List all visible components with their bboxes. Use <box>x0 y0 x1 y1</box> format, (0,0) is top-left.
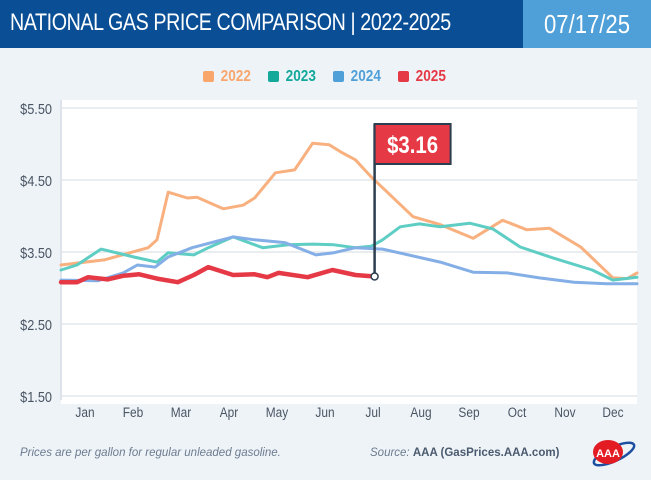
y-tick-label: $2.50 <box>20 316 52 333</box>
x-tick-label: Aug <box>410 404 431 420</box>
x-tick-label: Sep <box>458 404 479 420</box>
y-tick-label: $4.50 <box>20 172 52 189</box>
y-tick-label: $1.50 <box>20 388 52 405</box>
date-badge: 07/17/25 <box>523 0 651 48</box>
series-line-2025 <box>58 264 377 285</box>
legend-item-2024: 2024 <box>332 68 384 86</box>
legend-swatch <box>332 71 344 82</box>
date-text: 07/17/25 <box>543 9 631 39</box>
x-tick-label: Jan <box>75 404 94 420</box>
annotation-flag <box>373 123 452 165</box>
annotation-label: $3.16 <box>387 131 438 158</box>
source-label: Source: <box>370 447 410 459</box>
annotation-point <box>370 272 379 281</box>
x-tick-label: May <box>266 404 289 420</box>
x-tick-label: Jun <box>315 404 334 420</box>
legend-item-2023: 2023 <box>267 68 319 86</box>
legend-label: 2022 <box>220 68 251 85</box>
x-tick-label: Apr <box>220 404 239 420</box>
x-tick-label: Mar <box>171 404 192 420</box>
legend-item-2022: 2022 <box>202 68 254 86</box>
y-tick-label: $3.50 <box>20 244 52 261</box>
source-line: Source: AAA (GasPrices.AAA.com) <box>370 447 559 459</box>
legend: 2022 2023 2024 2025 <box>0 68 651 86</box>
legend-swatch <box>397 71 409 82</box>
legend-item-2025: 2025 <box>397 68 449 86</box>
x-tick-label: Jul <box>365 404 380 420</box>
title-years: 2022-2025 <box>360 9 451 36</box>
series-line-2022 <box>59 141 639 281</box>
series-line-2023 <box>59 221 639 282</box>
legend-label: 2025 <box>415 68 446 85</box>
source-text: AAA (GasPrices.AAA.com) <box>412 447 560 459</box>
legend-label: 2024 <box>350 68 381 85</box>
x-tick-label: Dec <box>602 404 624 420</box>
legend-label: 2023 <box>285 68 316 85</box>
title-separator: | <box>350 9 356 36</box>
y-tick-label: $5.50 <box>20 100 52 117</box>
chart-title: NATIONAL GAS PRICE COMPARISON | 2022-202… <box>10 9 451 37</box>
footnote: Prices are per gallon for regular unlead… <box>20 447 281 459</box>
x-tick-label: Nov <box>554 404 576 420</box>
header-bar: NATIONAL GAS PRICE COMPARISON | 2022-202… <box>0 0 523 48</box>
x-tick-label: Feb <box>123 404 143 420</box>
legend-swatch <box>267 71 279 82</box>
title-text: NATIONAL GAS PRICE COMPARISON <box>10 9 346 36</box>
series-line-2024 <box>59 235 639 286</box>
x-tick-label: Oct <box>508 404 527 420</box>
legend-swatch <box>202 71 214 82</box>
